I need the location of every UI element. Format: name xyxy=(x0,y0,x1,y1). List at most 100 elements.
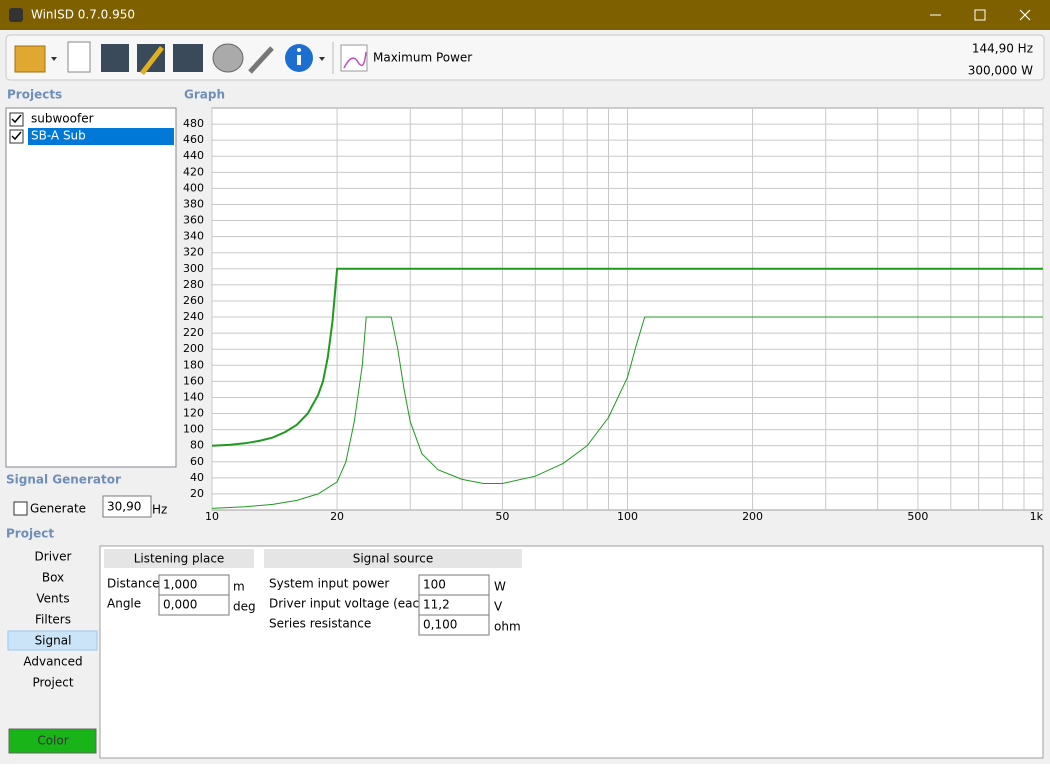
color-button[interactable] xyxy=(8,728,97,754)
project-tab[interactable]: Box xyxy=(42,571,64,585)
y-tick-label: 440 xyxy=(183,149,204,162)
field-unit: m xyxy=(233,580,245,594)
field-label: Distance xyxy=(107,577,159,591)
projects-heading: Projects xyxy=(7,88,62,102)
info-dropdown[interactable] xyxy=(319,57,325,61)
project-tab[interactable]: Driver xyxy=(35,550,72,564)
y-tick-label: 380 xyxy=(183,197,204,210)
y-tick-label: 460 xyxy=(183,133,204,146)
y-tick-label: 360 xyxy=(183,214,204,227)
field-value[interactable]: 1,000 xyxy=(163,578,197,592)
cursor-frequency: 144,90 Hz xyxy=(972,42,1033,56)
graph-type-label[interactable]: Maximum Power xyxy=(373,51,472,65)
y-tick-label: 120 xyxy=(183,407,204,420)
y-tick-label: 80 xyxy=(190,439,204,452)
x-tick-label: 200 xyxy=(742,510,763,523)
x-tick-label: 1k xyxy=(1030,510,1044,523)
y-tick-label: 60 xyxy=(190,455,204,468)
y-tick-label: 420 xyxy=(183,165,204,178)
title-bar xyxy=(0,0,1050,30)
project-tab[interactable]: Vents xyxy=(36,592,69,606)
y-tick-label: 240 xyxy=(183,310,204,323)
field-unit: W xyxy=(494,580,506,594)
project-tab[interactable]: Project xyxy=(32,676,73,690)
check-mark xyxy=(11,114,22,124)
y-tick-label: 340 xyxy=(183,230,204,243)
open-dropdown[interactable] xyxy=(51,57,57,61)
frequency-value[interactable]: 30,90 xyxy=(107,500,141,514)
frequency-unit: Hz xyxy=(152,503,167,517)
field-value[interactable]: 100 xyxy=(423,578,446,592)
signal-source-header xyxy=(264,549,522,568)
tab-panel xyxy=(99,545,1044,759)
fields: Distance 1,000 m Angle 0,000 deg System input … xyxy=(107,574,521,636)
field-value[interactable]: 0,100 xyxy=(423,618,457,632)
project-tab[interactable]: Signal xyxy=(35,634,72,648)
y-tick-label: 180 xyxy=(183,358,204,371)
y-tick-label: 100 xyxy=(183,423,204,436)
signal-source-heading: Signal source xyxy=(353,552,434,566)
project-tabs: Driver Box Vents Filters Signal Advanced Proje… xyxy=(7,550,98,690)
info-dot xyxy=(297,48,301,52)
project-tab[interactable]: Advanced xyxy=(23,655,82,669)
y-tick-label: 160 xyxy=(183,374,204,387)
edit-icon xyxy=(140,46,164,75)
projects-items: subwoofer SB-A Sub xyxy=(9,112,174,145)
y-tick-label: 320 xyxy=(183,246,204,259)
graph-type-glyph xyxy=(343,51,367,69)
check-mark xyxy=(11,131,22,141)
x-tick-label: 20 xyxy=(330,510,344,523)
field-value[interactable]: 11,2 xyxy=(423,598,450,612)
color-button-label[interactable]: Color xyxy=(37,734,68,748)
x-tick-label: 10 xyxy=(205,510,219,523)
graph-heading: Graph xyxy=(184,88,225,102)
maximize-button[interactable] xyxy=(974,9,986,21)
y-tick-label: 140 xyxy=(183,390,204,403)
y-tick-label: 220 xyxy=(183,326,204,339)
series-line xyxy=(211,316,1043,509)
x-tick-label: 50 xyxy=(495,510,509,523)
y-tick-label: 280 xyxy=(183,278,204,291)
field-label: Angle xyxy=(107,597,141,611)
listening-place-heading: Listening place xyxy=(134,552,225,566)
new-button[interactable] xyxy=(67,41,91,73)
y-tick-label: 480 xyxy=(183,117,204,130)
projects-list xyxy=(5,107,177,468)
project-name[interactable]: subwoofer xyxy=(31,112,94,126)
field-input[interactable] xyxy=(418,614,490,636)
series-line xyxy=(211,267,1043,447)
field-value[interactable]: 0,000 xyxy=(163,598,197,612)
selected-row xyxy=(28,128,174,145)
y-tick-label: 400 xyxy=(183,181,204,194)
project-name[interactable]: SB-A Sub xyxy=(31,129,86,143)
y-tick-label: 40 xyxy=(190,471,204,484)
save-button[interactable] xyxy=(101,44,129,72)
open-button[interactable] xyxy=(14,45,46,73)
project-heading: Project xyxy=(6,527,54,541)
field-unit: deg xyxy=(233,600,256,614)
save-all-button[interactable] xyxy=(173,44,203,72)
y-tick-label: 300 xyxy=(183,262,204,275)
chart: 20 40 60 80 100 120 140 160 180 200 220 240 260 280 30… xyxy=(183,108,1044,523)
x-tick-label: 100 xyxy=(617,510,638,523)
driver-button[interactable] xyxy=(212,43,244,73)
info-glyph xyxy=(297,55,301,65)
listening-place-header xyxy=(104,549,254,568)
frequency-input[interactable] xyxy=(102,495,152,518)
y-tick-label: 260 xyxy=(183,294,204,307)
generate-label[interactable]: Generate xyxy=(30,502,86,516)
y-tick-label: 20 xyxy=(190,487,204,500)
field-input[interactable] xyxy=(158,594,230,616)
field-label: Driver input voltage (each) xyxy=(269,597,431,611)
generate-checkbox[interactable] xyxy=(13,501,28,516)
cursor-power: 300,000 W xyxy=(968,64,1033,78)
close-button[interactable] xyxy=(1019,9,1031,21)
project-tab[interactable]: Filters xyxy=(35,613,71,627)
app-icon xyxy=(9,8,23,22)
y-tick-label: 200 xyxy=(183,342,204,355)
x-tick-label: 500 xyxy=(907,510,928,523)
signal-generator-heading: Signal Generator xyxy=(6,473,121,487)
tools-button[interactable] xyxy=(248,46,274,74)
